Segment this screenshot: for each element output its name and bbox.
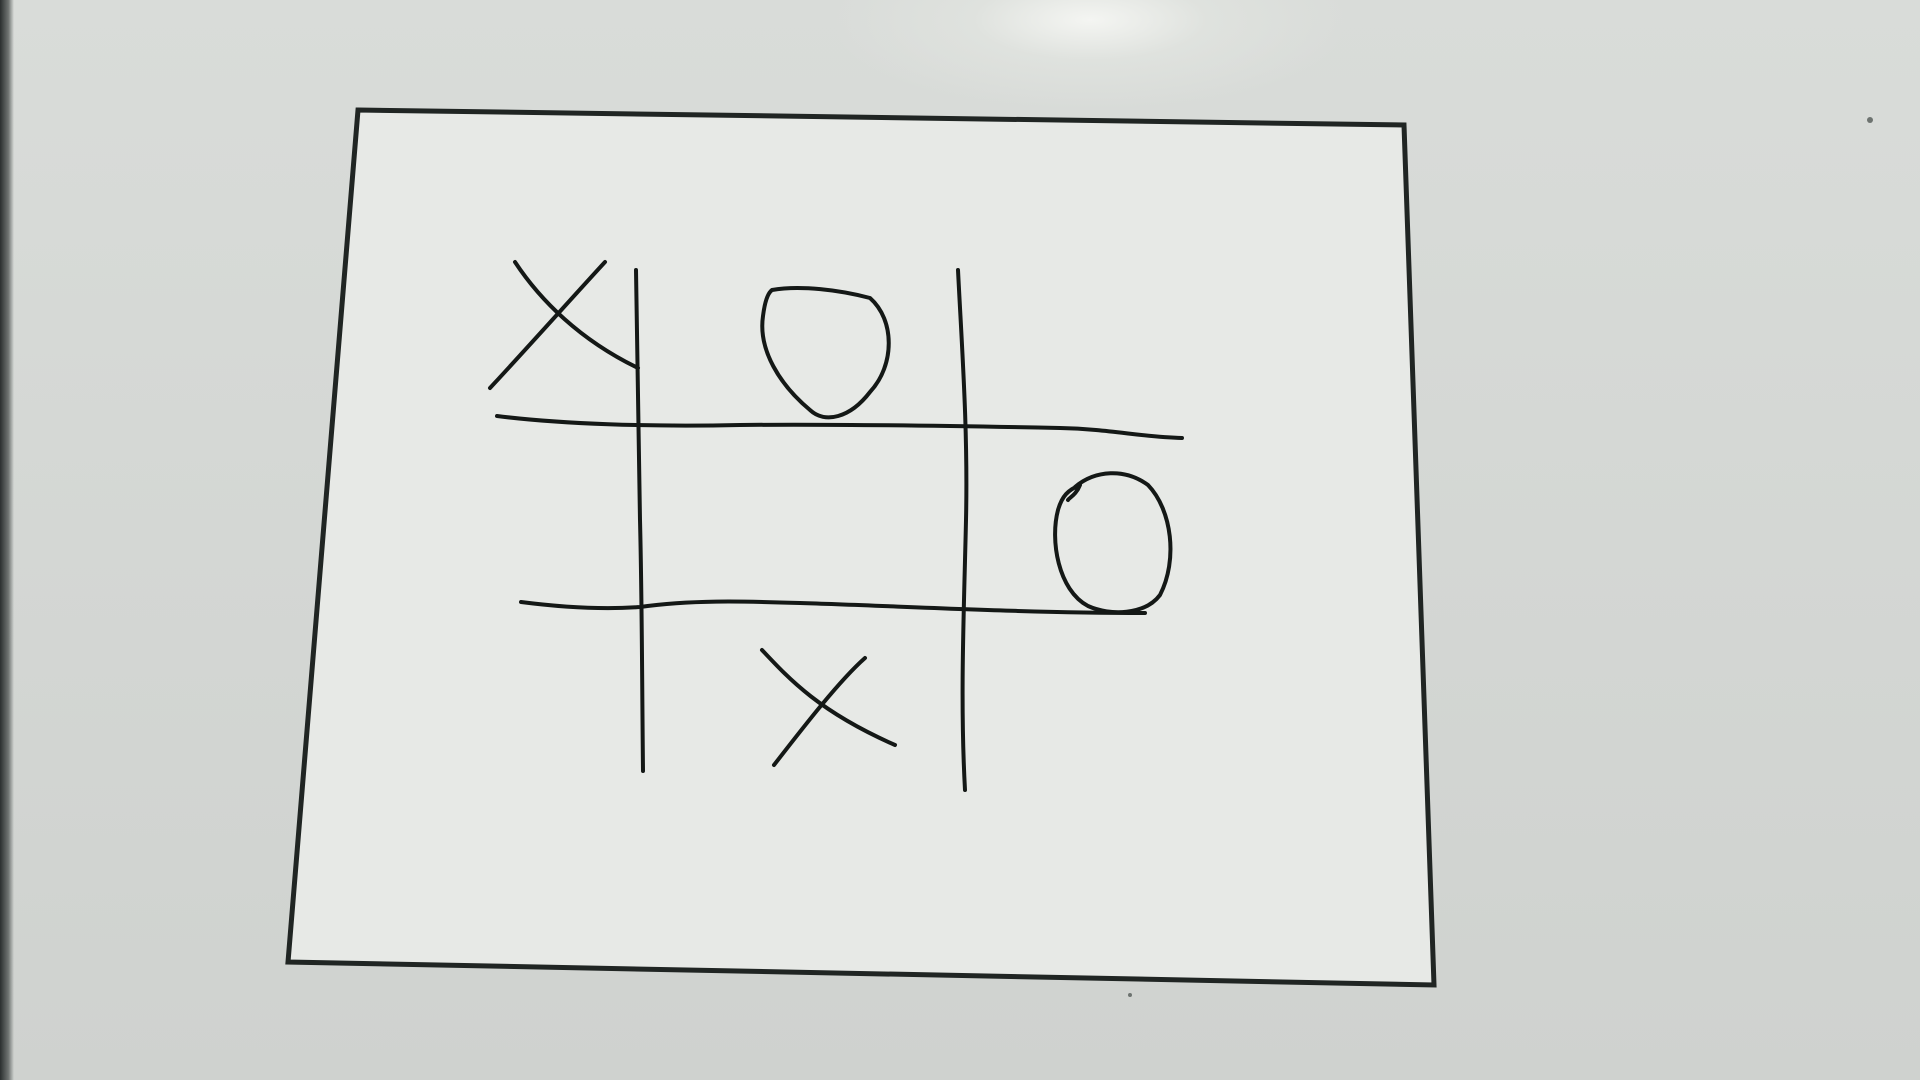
grid-vertical-line-right <box>956 268 969 792</box>
dust-speck <box>1867 117 1873 123</box>
tic-tac-toe-grid <box>495 268 1184 792</box>
cell-r1-c1[interactable] <box>490 265 636 415</box>
o-mark-r1-c2 <box>760 286 891 420</box>
cell-r2-c2[interactable] <box>640 427 960 605</box>
grid-horizontal-line-bottom <box>519 599 1147 615</box>
grid-vertical-line-left <box>634 268 645 773</box>
cell-r2-c1[interactable] <box>490 427 636 605</box>
cell-r1-c3[interactable] <box>962 265 1182 415</box>
monitor-bezel-edge <box>0 0 14 1080</box>
o-mark-r2-c3 <box>1053 471 1173 615</box>
canvas-frame <box>285 107 1437 988</box>
cell-r3-c2[interactable] <box>640 610 960 780</box>
x-mark-r3-c2 <box>760 648 897 767</box>
cell-r3-c3[interactable] <box>962 610 1182 780</box>
x-mark-r1-c1 <box>488 260 640 390</box>
cell-r3-c1[interactable] <box>490 610 636 780</box>
dust-speck <box>1128 993 1132 997</box>
grid-horizontal-line-top <box>495 414 1184 440</box>
cell-r2-c3[interactable] <box>962 427 1182 605</box>
